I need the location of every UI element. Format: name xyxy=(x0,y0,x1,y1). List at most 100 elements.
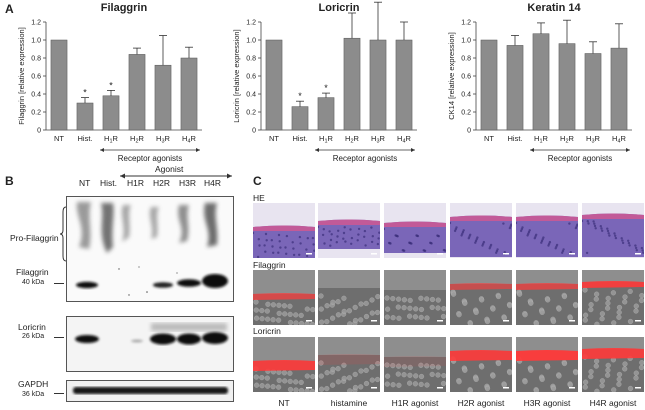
histology-tile-loricrin-6 xyxy=(582,337,644,392)
keratin14-y-tick-label: 1.2 xyxy=(461,20,471,27)
histology-column-label-3: H1R agonist xyxy=(391,398,439,408)
blot-loricrin-image xyxy=(67,317,233,371)
keratin14-group-label: Receptor agonists xyxy=(548,154,612,163)
histology-tile-loricrin-5 xyxy=(516,337,578,392)
loricrin-significance-star: * xyxy=(324,83,328,93)
blot-loricrin xyxy=(66,316,234,372)
filaggrin-y-tick-label: 0.8 xyxy=(31,56,41,63)
histology-column-label-2: histamine xyxy=(330,398,368,408)
blot-marker-tick-filaggrin xyxy=(54,283,64,284)
filaggrin-y-axis-label: Filaggrin [relative expression] xyxy=(17,27,26,125)
keratin14-y-tick-label: 1.0 xyxy=(461,38,471,45)
blot-agonist-label: Agonist xyxy=(155,164,184,174)
histology-tile-loricrin-2 xyxy=(318,337,380,392)
loricrin-y-tick-label: 0.4 xyxy=(246,92,256,99)
keratin14-y-tick-label: 0 xyxy=(467,128,471,135)
histology-tile-he-5 xyxy=(516,203,578,258)
loricrin-y-tick-label: 0.8 xyxy=(246,56,256,63)
loricrin-group-label: Receptor agonists xyxy=(333,154,397,163)
blot-filaggrin-image xyxy=(67,197,233,301)
blot-marker-tick-gapdh xyxy=(54,393,64,394)
panel-label-a: A xyxy=(5,2,14,16)
filaggrin-x-tick-label: H4R xyxy=(182,134,196,145)
keratin14-x-tick-label: Hist. xyxy=(508,134,523,143)
histology-column-label-6: H4R agonist xyxy=(589,398,637,408)
loricrin-bar-h2r xyxy=(343,37,361,131)
blot-kda-gapdh: 36 kDa xyxy=(22,391,45,398)
histology-row-label-he: HE xyxy=(253,193,265,203)
loricrin-chart-title: Loricrin xyxy=(319,2,360,14)
histology-tile-filaggrin-1 xyxy=(253,270,315,325)
histology-column-label-1: NT xyxy=(278,398,290,408)
blot-kda-filaggrin: 40 kDa xyxy=(22,279,45,286)
filaggrin-chart-title: Filaggrin xyxy=(101,2,148,14)
blot-row-label-gapdh: GAPDH xyxy=(18,379,49,389)
keratin14-y-tick-label: 0.8 xyxy=(461,56,471,63)
keratin14-bar-hist xyxy=(506,45,524,131)
blot-lane-nt: NT xyxy=(79,178,91,188)
filaggrin-x-tick-label: NT xyxy=(54,134,64,143)
blot-lane-hist: Hist. xyxy=(100,178,117,188)
loricrin-y-tick-label: 0 xyxy=(252,128,256,135)
histology-tile-filaggrin-2 xyxy=(318,270,380,325)
loricrin-x-tick-label: H4R xyxy=(397,134,411,145)
agonist-bracket-line xyxy=(120,173,232,179)
keratin14-bar-h2r xyxy=(558,43,576,131)
loricrin-x-tick-label: H1R xyxy=(319,134,333,145)
keratin14-y-tick-label: 0.6 xyxy=(461,74,471,81)
blot-lane-h2r: H2R xyxy=(153,178,171,188)
filaggrin-x-tick-label: Hist. xyxy=(78,134,93,143)
loricrin-x-tick-label: NT xyxy=(269,134,279,143)
loricrin-group-arrow-left xyxy=(315,148,319,152)
loricrin-y-tick-label: 1.0 xyxy=(246,38,256,45)
keratin14-bar-h3r xyxy=(584,53,602,131)
blot-row-label-profilaggrin: Pro-Filaggrin xyxy=(10,233,59,243)
keratin14-x-tick-label: H4R xyxy=(612,134,626,145)
filaggrin-y-tick-label: 1.0 xyxy=(31,38,41,45)
filaggrin-y-tick-label: 0 xyxy=(37,128,41,135)
histology-tile-filaggrin-4 xyxy=(450,270,512,325)
panel-label-b: B xyxy=(5,174,14,188)
loricrin-x-tick-label: H3R xyxy=(371,134,385,145)
keratin14-chart-title: Keratin 14 xyxy=(527,2,581,14)
blot-kda-loricrin: 26 kDa xyxy=(22,333,45,340)
blot-lane-h1r: H1R xyxy=(127,178,145,188)
histology-row-label-loricrin: Loricrin xyxy=(253,326,281,336)
keratin14-x-tick-label: H2R xyxy=(560,134,574,145)
histology-column-label-5: H3R agonist xyxy=(523,398,571,408)
loricrin-significance-star: * xyxy=(298,91,302,101)
histology-column-label-4: H2R agonist xyxy=(457,398,505,408)
histology-tile-he-1 xyxy=(253,203,315,258)
histology-row-label-filaggrin: Filaggrin xyxy=(253,260,286,270)
keratin14-y-axis-label: CK14 [relative expression] xyxy=(447,32,456,120)
blot-marker-tick-loricrin xyxy=(54,337,64,338)
keratin14-bar-nt xyxy=(480,39,498,131)
filaggrin-bar-chart: Filaggrin Filaggrin [relative expression]… xyxy=(17,2,202,163)
loricrin-bar-nt xyxy=(265,39,283,131)
loricrin-bar-h4r xyxy=(395,39,413,131)
blot-lane-h3r: H3R xyxy=(179,178,197,188)
histology-tile-he-6 xyxy=(582,203,644,258)
histology-tile-he-4 xyxy=(450,203,512,258)
loricrin-bar-chart: Loricrin Loricrin [relative expression] 0 0… xyxy=(232,1,417,163)
keratin14-x-tick-label: H1R xyxy=(534,134,548,145)
loricrin-bar-h3r xyxy=(369,39,387,131)
pro-filaggrin-bracket xyxy=(59,206,67,262)
filaggrin-y-tick-label: 0.6 xyxy=(31,74,41,81)
blot-gapdh-image xyxy=(67,381,233,401)
keratin14-y-tick-label: 0.2 xyxy=(461,110,471,117)
filaggrin-x-tick-label: H1R xyxy=(104,134,118,145)
keratin14-x-tick-label: H3R xyxy=(586,134,600,145)
loricrin-group-arrow-right xyxy=(411,148,415,152)
keratin14-x-tick-label: NT xyxy=(484,134,494,143)
loricrin-bar-hist xyxy=(291,106,309,131)
histology-tile-he-2 xyxy=(318,203,380,258)
filaggrin-x-tick-label: H2R xyxy=(130,134,144,145)
histology-tile-filaggrin-3 xyxy=(384,270,446,325)
filaggrin-bar-hist xyxy=(76,102,94,131)
histology-tile-loricrin-3 xyxy=(384,337,446,392)
blot-gapdh xyxy=(66,380,234,402)
filaggrin-group-arrow-left xyxy=(100,148,104,152)
loricrin-y-tick-label: 1.2 xyxy=(246,20,256,27)
filaggrin-bar-nt xyxy=(50,39,68,131)
